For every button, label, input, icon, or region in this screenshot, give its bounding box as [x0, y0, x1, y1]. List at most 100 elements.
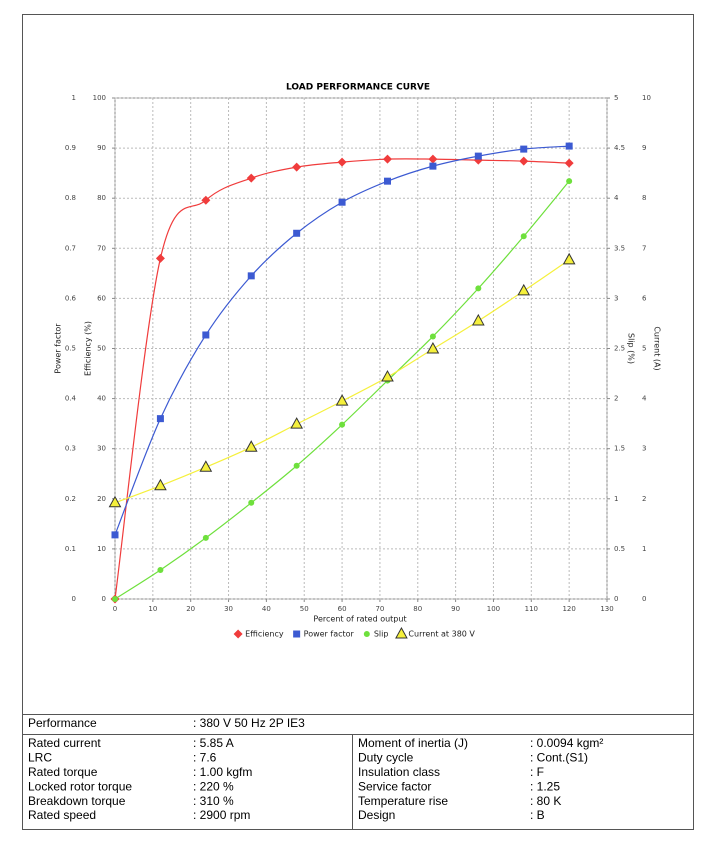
- y-tick-label: 5: [614, 94, 618, 102]
- legend: Efficiency Power factor Slip Current at 380…: [233, 626, 475, 639]
- y-tick-label: 60: [97, 294, 106, 302]
- marker-triangle: [426, 341, 440, 354]
- y-tick-label: 0.8: [65, 194, 76, 202]
- marker-square: [293, 630, 301, 638]
- y-tick-label: 0.4: [65, 395, 77, 403]
- y-axis-label: Efficiency (%): [84, 321, 93, 376]
- marker-circle: [475, 285, 482, 292]
- y-tick-label: 0.2: [65, 495, 76, 503]
- y-tick-label: 70: [97, 244, 106, 252]
- marker-triangle: [199, 460, 213, 472]
- x-tick-label: 110: [525, 605, 538, 613]
- table-label: Temperature rise: [358, 794, 448, 808]
- marker-square: [429, 162, 437, 170]
- y-tick-label: 50: [97, 345, 106, 353]
- y-tick-label: 20: [97, 495, 106, 503]
- marker-circle: [293, 462, 300, 469]
- table-label: Service factor: [358, 779, 431, 793]
- x-tick-label: 30: [224, 605, 233, 613]
- x-tick-label: 70: [375, 605, 384, 613]
- marker-circle: [429, 333, 436, 340]
- y-tick-label: 0: [614, 595, 618, 603]
- marker-triangle: [244, 440, 258, 452]
- table-header-value: : 380 V 50 Hz 2P IE3: [193, 716, 305, 730]
- table-value: : 0.0094 kgm²: [530, 736, 603, 750]
- marker-triangle: [395, 626, 408, 639]
- marker-circle: [248, 499, 255, 506]
- marker-diamond: [519, 156, 529, 166]
- y-tick-label: 4: [614, 194, 619, 202]
- y-tick-label: 2: [614, 395, 618, 403]
- y-tick-label: 9: [642, 144, 646, 152]
- x-tick-label: 60: [338, 605, 347, 613]
- marker-triangle: [471, 313, 485, 326]
- y-axis-label: Power factor: [54, 323, 63, 374]
- table-label: Duty cycle: [358, 751, 414, 765]
- marker-square: [338, 198, 346, 206]
- marker-circle: [202, 534, 209, 541]
- table-label: Design: [358, 808, 395, 822]
- marker-diamond: [246, 173, 256, 183]
- y-tick-label: 8: [642, 194, 646, 202]
- y-tick-label: 4.5: [614, 144, 625, 152]
- y-tick-label: 2.5: [614, 345, 625, 353]
- table-value: : B: [530, 808, 545, 822]
- y-tick-label: 0: [72, 595, 76, 603]
- table-label: Insulation class: [358, 765, 440, 779]
- table-header-label: Performance: [28, 716, 97, 730]
- marker-diamond: [564, 158, 574, 168]
- marker-triangle: [335, 394, 349, 406]
- table-label: Rated torque: [28, 765, 98, 779]
- x-tick-label: 10: [148, 605, 157, 613]
- legend-label: Current at 380 V: [408, 630, 475, 639]
- x-tick-label: 0: [113, 605, 117, 613]
- table-value: : F: [530, 765, 544, 779]
- table-value: : Cont.(S1): [530, 751, 588, 765]
- marker-circle: [363, 631, 370, 637]
- y-tick-label: 40: [97, 395, 106, 403]
- x-tick-label: 130: [600, 605, 613, 613]
- y-tick-label: 0.1: [65, 545, 76, 553]
- y-tick-label: 3: [642, 445, 646, 453]
- marker-diamond: [337, 157, 347, 167]
- y-tick-label: 3: [614, 294, 618, 302]
- table-value: : 5.85 A: [193, 736, 234, 750]
- x-tick-label: 20: [186, 605, 195, 613]
- table-label: Rated speed: [28, 808, 96, 822]
- chart-title: LOAD PERFORMANCE CURVE: [286, 83, 430, 93]
- marker-triangle: [381, 370, 394, 382]
- legend-label: Slip: [374, 630, 389, 639]
- y-tick-label: 100: [93, 94, 106, 102]
- y-tick-label: 0: [102, 595, 106, 603]
- y-tick-label: 3.5: [614, 244, 625, 252]
- y-tick-label: 1: [72, 94, 76, 102]
- marker-circle: [566, 178, 573, 185]
- y-tick-label: 0.5: [65, 345, 76, 353]
- marker-diamond: [201, 195, 211, 205]
- y-tick-label: 1: [614, 495, 618, 503]
- y-tick-label: 7: [642, 244, 646, 252]
- table-label: Moment of inertia (J): [358, 736, 468, 750]
- marker-triangle: [290, 417, 304, 429]
- marker-circle: [157, 566, 164, 573]
- marker-triangle: [517, 283, 531, 296]
- y-tick-label: 0.3: [65, 445, 76, 453]
- y-axis-label: Current (A): [653, 326, 662, 370]
- marker-triangle: [108, 495, 122, 508]
- y-axis-label: Slip (%): [627, 333, 636, 364]
- x-axis-label: Percent of rated output: [313, 615, 406, 624]
- x-tick-label: 80: [413, 605, 422, 613]
- y-tick-label: 6: [642, 294, 647, 302]
- x-tick-label: 100: [487, 605, 500, 613]
- marker-circle: [339, 421, 346, 428]
- table-value: : 220 %: [193, 779, 234, 793]
- marker-square: [293, 229, 301, 237]
- marker-diamond: [233, 629, 243, 639]
- y-tick-label: 2: [642, 495, 646, 503]
- marker-circle: [520, 233, 527, 240]
- y-tick-label: 1: [642, 545, 646, 553]
- table-value: : 1.00 kgfm: [193, 765, 252, 779]
- x-tick-label: 90: [451, 605, 460, 613]
- x-tick-label: 120: [562, 605, 575, 613]
